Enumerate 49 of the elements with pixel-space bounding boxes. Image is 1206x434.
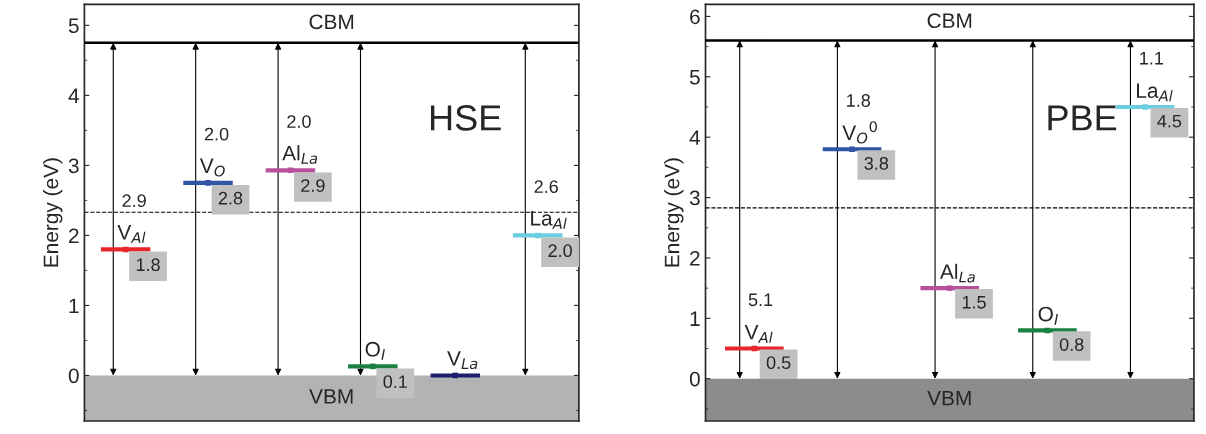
y-tick-label: 0	[689, 371, 700, 387]
x-tick-label: Al$_{La}$	[282, 145, 318, 164]
data-label: 3.8	[864, 156, 889, 170]
y-tick-label: 1	[690, 311, 700, 326]
x-tick-label: V$_{La}$	[447, 351, 478, 370]
y-tick-label: 1	[69, 298, 79, 313]
annotation: 1.1	[1140, 52, 1163, 65]
x-tick-label: O$_{I}$	[365, 341, 385, 360]
y-tick-label: 4	[68, 88, 79, 103]
y-tick-label: 2	[690, 250, 700, 266]
y-tick-label: 3	[689, 190, 700, 206]
data-label: 0.8	[1059, 338, 1084, 351]
x-tick-label: La$_{Al}$	[531, 211, 567, 229]
x-tick-label: V$_{O}$$^{0}$	[842, 121, 877, 144]
y-axis-title: Energy (eV)	[664, 158, 684, 267]
y-tick-label: 5	[68, 18, 79, 34]
y-tick-label: 5	[689, 70, 700, 85]
annotation: 2.0	[287, 115, 311, 128]
y-tick-label: 4	[689, 130, 701, 145]
band-label: VBM	[927, 390, 971, 406]
ref-line-label: CBM	[309, 14, 354, 30]
x-tick-label: O$_{I}$	[1038, 306, 1058, 325]
y-tick-label: 6	[690, 9, 700, 25]
y-tick-label: 3	[68, 158, 79, 174]
data-label: 2.9	[301, 179, 325, 192]
y-tick-label: 2	[69, 228, 79, 243]
annotation: 2.6	[534, 180, 558, 194]
data-label: 1.5	[962, 296, 986, 309]
band-label: VBM	[309, 389, 353, 404]
data-label: 4.5	[1157, 114, 1182, 128]
data-label: 2.0	[548, 244, 572, 258]
ref-line-label: CBM	[927, 13, 972, 29]
data-label: 1.8	[136, 258, 160, 272]
data-label: 2.8	[218, 191, 243, 205]
x-tick-label: La$_{Al}$	[1137, 83, 1173, 102]
data-label: 0.1	[383, 375, 407, 389]
data-label: 0.5	[766, 356, 791, 370]
x-tick-label: Al$_{La}$	[940, 263, 975, 283]
annotation: 2.0	[204, 127, 229, 141]
annotation: 5.1	[748, 293, 773, 307]
annotation: HSE	[430, 105, 501, 131]
x-tick-label: V$_{Al}$	[117, 225, 146, 243]
y-tick-label: 0	[68, 368, 79, 384]
y-axis-title: Energy (eV)	[43, 158, 63, 267]
x-tick-label: V$_{O}$	[199, 158, 225, 177]
x-tick-label: V$_{Al}$	[744, 324, 773, 343]
annotation: PBE	[1048, 105, 1117, 131]
annotation: 1.8	[847, 94, 871, 107]
annotation: 2.9	[122, 194, 146, 208]
